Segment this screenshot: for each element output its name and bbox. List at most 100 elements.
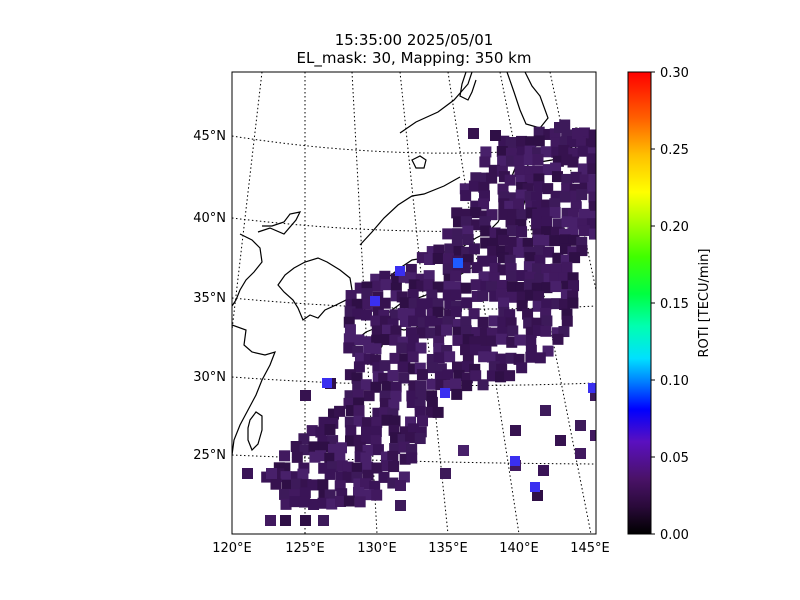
roti-cell <box>354 496 366 508</box>
roti-cell <box>372 362 384 374</box>
roti-cell <box>378 471 390 483</box>
roti-cell <box>345 405 357 417</box>
roti-cell <box>532 263 544 275</box>
lat-label-25: 25°N <box>193 448 226 463</box>
roti-cell <box>299 444 311 456</box>
roti-cell <box>549 235 561 247</box>
roti-cell <box>524 271 536 283</box>
roti-cell <box>389 334 401 346</box>
roti-cell <box>489 262 501 274</box>
roti-cell <box>460 208 472 220</box>
roti-cell <box>327 461 339 473</box>
roti-cell <box>470 207 482 219</box>
roti-cell <box>479 156 491 168</box>
roti-cell <box>451 235 463 247</box>
roti-cell <box>390 432 402 444</box>
lon-label-120: 120°E <box>212 541 252 556</box>
roti-cell <box>442 253 454 265</box>
roti-cell <box>523 261 535 273</box>
roti-cell <box>561 315 573 327</box>
roti-cell <box>414 399 426 411</box>
roti-cell <box>344 435 356 447</box>
roti-cell <box>552 155 564 167</box>
roti-cell <box>498 198 510 210</box>
roti-cell <box>470 370 482 382</box>
roti-cell <box>324 452 336 464</box>
roti-cell <box>444 351 456 363</box>
roti-cell <box>570 171 582 183</box>
roti-cell <box>381 324 393 336</box>
roti-cell <box>590 430 596 441</box>
roti-cell <box>559 191 571 203</box>
roti-cell <box>552 252 564 264</box>
roti-cell <box>390 273 402 285</box>
roti-cell <box>525 207 537 219</box>
roti-cell <box>525 326 537 338</box>
roti-cell <box>468 308 480 320</box>
roti-cell <box>435 363 447 375</box>
roti-cell <box>586 218 596 230</box>
roti-cell <box>497 326 509 338</box>
roti-cell <box>569 252 581 264</box>
roti-cell <box>561 173 573 185</box>
roti-cell <box>416 369 428 381</box>
roti-cell <box>496 245 508 257</box>
roti-cell <box>425 327 437 339</box>
roti-cell <box>307 479 319 491</box>
roti-cell <box>372 280 384 292</box>
roti-cell <box>458 445 469 456</box>
roti-cell <box>380 279 392 291</box>
roti-cell <box>515 189 527 201</box>
roti-cell <box>462 254 474 266</box>
roti-cell <box>587 147 596 159</box>
roti-cell <box>281 479 293 491</box>
roti-cell <box>300 390 311 401</box>
roti-cell <box>525 136 537 148</box>
roti-cell <box>442 316 454 328</box>
roti-cell <box>335 471 347 483</box>
roti-cell <box>561 129 573 141</box>
roti-cell <box>351 471 363 483</box>
roti-cell <box>423 270 435 282</box>
roti-cell <box>524 145 536 157</box>
roti-cell <box>567 208 579 220</box>
roti-cell <box>558 272 570 284</box>
roti-cell <box>497 252 509 264</box>
lat-label-30: 30°N <box>193 370 226 385</box>
lon-label-135: 135°E <box>428 541 468 556</box>
roti-cell <box>362 461 374 473</box>
roti-cell <box>478 198 490 210</box>
roti-cell <box>334 450 346 462</box>
roti-cell <box>533 126 545 138</box>
roti-cell <box>567 272 579 284</box>
roti-cell <box>578 127 590 139</box>
roti-cell <box>443 280 455 292</box>
roti-cell <box>516 181 528 193</box>
roti-cell <box>414 406 426 418</box>
roti-cell <box>487 245 499 257</box>
roti-cell <box>308 498 320 510</box>
roti-cell <box>531 191 543 203</box>
roti-cell <box>452 326 464 338</box>
roti-cell <box>379 297 391 309</box>
roti-cell <box>478 351 490 363</box>
roti-cell <box>516 362 528 374</box>
roti-cell <box>279 488 291 500</box>
roti-cell <box>541 282 553 294</box>
roti-cell <box>532 147 544 159</box>
roti-cell <box>561 261 573 273</box>
roti-cell <box>353 405 365 417</box>
roti-cell <box>542 345 554 357</box>
roti-cell <box>444 298 456 310</box>
roti-cell <box>558 326 570 338</box>
roti-cell <box>525 344 537 356</box>
roti-cell <box>280 498 292 510</box>
roti-cell <box>399 315 411 327</box>
roti-cell <box>389 415 401 427</box>
roti-cell <box>541 298 553 310</box>
roti-cell <box>426 289 438 301</box>
roti-cell <box>469 363 481 375</box>
roti-cell <box>309 451 321 463</box>
roti-cell <box>432 298 444 310</box>
roti-cell <box>531 317 543 329</box>
